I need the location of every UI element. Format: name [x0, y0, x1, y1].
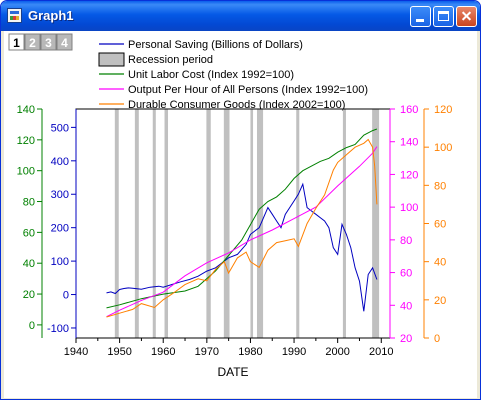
x-tick-label: 1980 [238, 346, 262, 358]
saving-tick-label: 500 [51, 122, 69, 134]
title-bar[interactable]: Graph1 [1, 1, 480, 31]
ulc-tick-label: 80 [23, 197, 35, 209]
layer-tab-2[interactable] [24, 33, 41, 51]
layer-tab-1[interactable] [8, 33, 25, 51]
recession-band [114, 109, 119, 338]
ulc-tick-label: 100 [17, 166, 35, 178]
oph-tick-label: 60 [400, 268, 412, 280]
oph-tick-label: 100 [400, 202, 418, 214]
ulc-tick-label: 60 [23, 227, 35, 239]
legend-entry-label: Unit Labor Cost (Index 1992=100) [128, 69, 294, 81]
dcg-tick-label: 20 [434, 295, 446, 307]
dcg-tick-label: 100 [434, 142, 452, 154]
oph-tick-label: 40 [400, 300, 412, 312]
legend-entry-label: Durable Consumer Goods (Index 2002=100) [128, 99, 345, 111]
recession-band [206, 109, 211, 338]
series-line-dcg [106, 138, 378, 318]
saving-tick-label: 300 [51, 189, 69, 201]
recession-band [342, 109, 346, 338]
x-tick-label: 1950 [107, 346, 131, 358]
layer-tab-label: 3 [45, 36, 52, 50]
layer-tab-label: 2 [29, 36, 36, 50]
oph-tick-label: 20 [400, 333, 412, 345]
recession-band [296, 109, 300, 338]
x-tick-label: 1970 [195, 346, 219, 358]
legend-entry-label: Personal Saving (Billions of Dollars) [128, 39, 303, 51]
maximize-button[interactable] [433, 6, 454, 27]
series-line-oph [106, 146, 378, 318]
recession-band [164, 109, 169, 338]
saving-tick-label: 400 [51, 156, 69, 168]
minimize-button[interactable] [410, 6, 431, 27]
legend-entry-label: Output Per Hour of All Persons (Index 19… [128, 84, 368, 96]
oph-tick-label: 80 [400, 235, 412, 247]
graph-window-icon[interactable] [7, 8, 22, 23]
ulc-tick-label: 0 [29, 320, 35, 332]
recession-band [152, 109, 156, 338]
ulc-tick-label: 40 [23, 258, 35, 270]
series-line-saving [106, 182, 378, 312]
ulc-tick-label: 140 [17, 104, 35, 116]
recession-band [256, 109, 264, 338]
saving-tick-label: -100 [47, 323, 69, 335]
window-title: Graph1 [28, 8, 74, 23]
saving-tick-label: 100 [51, 256, 69, 268]
series-line-ulc [106, 128, 378, 309]
dcg-tick-label: 80 [434, 180, 446, 192]
layer-tab-label: 1 [13, 36, 20, 50]
recession-band [134, 109, 139, 338]
series-lines [106, 128, 378, 318]
legend-entry-label: Recession period [128, 54, 213, 66]
legend[interactable]: Personal Saving (Billions of Dollars) Rec… [98, 39, 368, 111]
oph-tick-label: 120 [400, 169, 418, 181]
x-axis-label: DATE [217, 365, 248, 379]
close-button[interactable] [456, 6, 477, 27]
axes: 1940 1950 1960 1970 1980 1990 2000 2010-1000100… [17, 104, 453, 358]
dcg-tick-label: 40 [434, 257, 446, 269]
dcg-tick-label: 60 [434, 219, 446, 231]
recession-shading [114, 109, 380, 338]
ulc-tick-label: 20 [23, 289, 35, 301]
dcg-tick-label: 0 [434, 333, 440, 345]
maximize-icon [438, 11, 449, 21]
x-tick-label: 2000 [325, 346, 349, 358]
dcg-tick-label: 120 [434, 104, 452, 116]
x-tick-label: 1990 [282, 346, 306, 358]
layer-tab-4[interactable] [56, 33, 73, 51]
ulc-tick-label: 120 [17, 135, 35, 147]
minimize-icon [416, 19, 424, 22]
saving-tick-label: 200 [51, 223, 69, 235]
recession-band [372, 109, 380, 338]
layer-tab-3[interactable] [40, 33, 57, 51]
x-tick-label: 2010 [369, 346, 393, 358]
recession-band [250, 109, 254, 338]
layer-tab-label: 4 [61, 36, 68, 50]
recession-band [223, 109, 230, 338]
legend-swatch-recession [98, 52, 125, 67]
x-tick-label: 1940 [64, 346, 88, 358]
oph-tick-label: 140 [400, 137, 418, 149]
close-icon [457, 7, 476, 26]
oph-tick-label: 160 [400, 104, 418, 116]
x-tick-label: 1960 [151, 346, 175, 358]
saving-tick-label: 0 [63, 290, 69, 302]
